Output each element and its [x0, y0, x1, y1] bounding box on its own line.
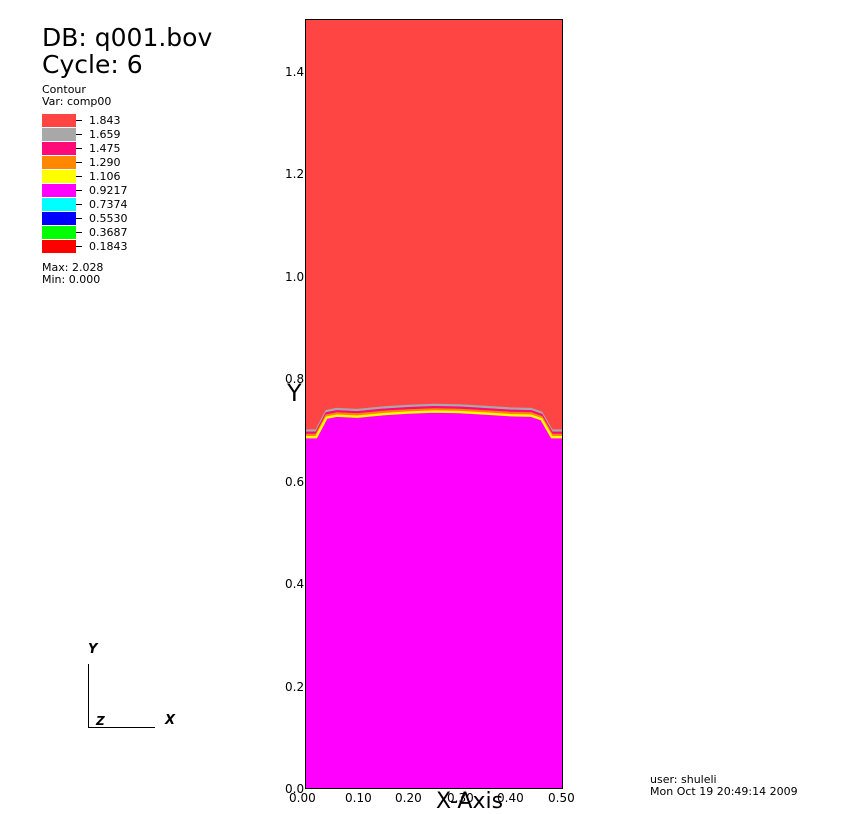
legend-tick — [76, 162, 82, 163]
legend-tick — [76, 218, 82, 219]
database-title: DB: q001.bov — [42, 23, 213, 52]
x-tick-label: 0.50 — [548, 791, 575, 805]
legend-row: 0.1843 — [42, 240, 162, 254]
legend-value: 1.475 — [89, 142, 121, 155]
legend-swatch — [42, 240, 76, 253]
legend-row: 1.843 — [42, 114, 162, 128]
y-tick-label: 1.0 — [285, 270, 305, 284]
interface-contour-band — [306, 406, 562, 434]
legend-heading: Contour — [42, 83, 86, 96]
legend-value: 0.3687 — [89, 226, 128, 239]
legend-swatch — [42, 170, 76, 183]
legend-tick — [76, 204, 82, 205]
y-tick-label: 0.0 — [285, 782, 305, 796]
legend-value: 0.7374 — [89, 198, 128, 211]
legend-swatch — [42, 226, 76, 239]
legend-row: 1.659 — [42, 128, 162, 142]
triad-y-axis-line — [88, 664, 89, 727]
legend-swatch — [42, 212, 76, 225]
x-axis-title: X-Axis — [436, 789, 504, 814]
cycle-label: Cycle: 6 — [42, 50, 143, 79]
legend-tick — [76, 148, 82, 149]
contour-plot[interactable] — [305, 19, 563, 789]
interface-contour-band — [306, 403, 562, 432]
legend-row: 1.290 — [42, 156, 162, 170]
contour-legend: 1.843 1.659 1.475 1.290 1.106 0.9217 0.7… — [42, 114, 162, 254]
x-tick-label: 0.30 — [447, 791, 474, 805]
x-tick-label: 0.40 — [497, 791, 524, 805]
y-tick-label: 0.4 — [285, 577, 305, 591]
interface-contour-band — [306, 408, 562, 437]
legend-row: 1.475 — [42, 142, 162, 156]
y-tick-label: 0.2 — [285, 680, 305, 694]
x-tick-label: 0.00 — [289, 791, 316, 805]
x-tick-label: 0.10 — [345, 791, 372, 805]
user-label: user: shuleli — [650, 773, 717, 786]
date-label: Mon Oct 19 20:49:14 2009 — [650, 785, 798, 798]
legend-value: 0.9217 — [89, 184, 128, 197]
legend-tick — [76, 120, 82, 121]
legend-swatch — [42, 128, 76, 141]
legend-value: 0.1843 — [89, 240, 128, 253]
y-tick-label: 1.2 — [285, 167, 305, 181]
triad-z-label: Z — [96, 714, 105, 728]
legend-value: 1.290 — [89, 156, 121, 169]
legend-value: 0.5530 — [89, 212, 128, 225]
legend-row: 0.3687 — [42, 226, 162, 240]
interface-contour-band — [306, 410, 562, 439]
legend-swatch — [42, 156, 76, 169]
triad-x-label: X — [165, 713, 176, 728]
legend-swatch — [42, 114, 76, 127]
y-tick-label: 0.8 — [285, 372, 305, 386]
y-tick-label: 1.4 — [285, 65, 305, 79]
y-axis-title: Y — [287, 379, 302, 407]
legend-variable: Var: comp00 — [42, 95, 112, 108]
upper-region — [306, 20, 562, 430]
legend-tick — [76, 232, 82, 233]
legend-row: 0.5530 — [42, 212, 162, 226]
legend-value: 1.106 — [89, 170, 121, 183]
min-value: Min: 0.000 — [42, 273, 101, 286]
triad-x-axis-line — [88, 727, 155, 728]
legend-row: 0.9217 — [42, 184, 162, 198]
x-tick-label: 0.20 — [395, 791, 422, 805]
legend-swatch — [42, 184, 76, 197]
max-value: Max: 2.028 — [42, 261, 104, 274]
contour-plot-canvas — [306, 20, 562, 788]
legend-value: 1.843 — [89, 114, 121, 127]
y-tick-label: 0.6 — [285, 475, 305, 489]
legend-swatch — [42, 142, 76, 155]
legend-tick — [76, 246, 82, 247]
legend-row: 1.106 — [42, 170, 162, 184]
triad-y-label: Y — [88, 642, 98, 657]
legend-value: 1.659 — [89, 128, 121, 141]
legend-tick — [76, 190, 82, 191]
legend-tick — [76, 176, 82, 177]
legend-tick — [76, 134, 82, 135]
legend-row: 0.7374 — [42, 198, 162, 212]
legend-swatch — [42, 198, 76, 211]
